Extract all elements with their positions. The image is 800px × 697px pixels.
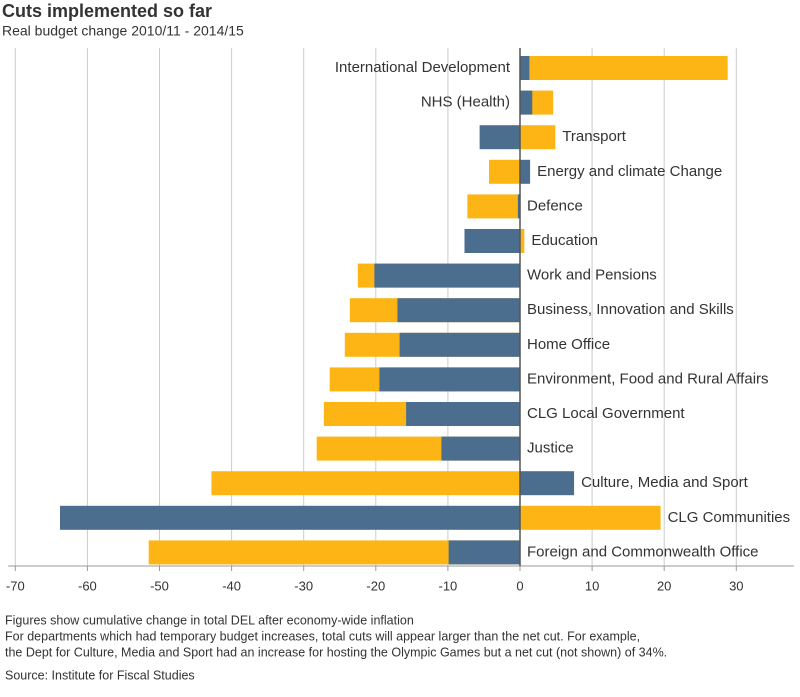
bar — [520, 471, 575, 496]
bar — [464, 229, 520, 253]
x-tick-label: -70 — [6, 578, 25, 593]
note: Figures show cumulative change in total … — [5, 613, 414, 627]
category-label: CLG Communities — [668, 509, 791, 526]
category-label: Energy and climate Change — [537, 163, 722, 180]
category-label: Foreign and Commonwealth Office — [527, 543, 759, 560]
x-tick-label: 20 — [657, 578, 671, 593]
bar — [520, 56, 530, 80]
category-label: CLG Local Government — [527, 405, 685, 422]
x-tick-label: 30 — [729, 578, 743, 593]
x-tick-label: -60 — [78, 578, 97, 593]
bar — [374, 263, 520, 288]
chart-title: Cuts implemented so far — [2, 1, 212, 21]
bar — [397, 298, 520, 323]
x-tick-label: -20 — [366, 578, 385, 593]
source: Source: Institute for Fiscal Studies — [5, 668, 195, 682]
category-label: Culture, Media and Sport — [581, 474, 749, 491]
x-tick-label: -40 — [222, 578, 241, 593]
bar — [60, 505, 520, 530]
bar — [520, 159, 531, 184]
x-tick-label: -10 — [439, 578, 458, 593]
bar — [517, 194, 520, 219]
x-tick-label: -50 — [150, 578, 169, 593]
bar — [520, 505, 661, 530]
bar — [520, 56, 728, 80]
bar — [211, 471, 521, 496]
bar — [399, 332, 520, 357]
x-tick-label: 10 — [585, 578, 599, 593]
bar — [520, 90, 533, 115]
bar — [479, 125, 520, 150]
bar — [520, 125, 556, 150]
chart-subtitle: Real budget change 2010/11 - 2014/15 — [2, 23, 244, 39]
category-label: Education — [531, 232, 598, 249]
bar — [406, 402, 520, 426]
category-label: Home Office — [527, 336, 610, 353]
x-tick-label: -30 — [294, 578, 313, 593]
category-label: Justice — [527, 440, 574, 457]
category-label: Transport — [562, 128, 626, 145]
category-label: International Development — [335, 59, 511, 76]
bar — [448, 540, 520, 565]
category-label: Business, Innovation and Skills — [527, 301, 734, 318]
category-label: Defence — [527, 197, 583, 214]
bar — [520, 229, 525, 253]
category-label: Work and Pensions — [527, 267, 657, 284]
bar — [467, 194, 520, 219]
category-label: Environment, Food and Rural Affairs — [527, 370, 769, 387]
bar — [441, 436, 520, 461]
x-tick-label: 0 — [516, 578, 523, 593]
note: the Dept for Culture, Media and Sport ha… — [5, 645, 667, 659]
bar — [488, 159, 520, 184]
bar — [379, 367, 520, 392]
note: For departments which had temporary budg… — [5, 629, 640, 643]
category-label: NHS (Health) — [421, 94, 510, 111]
